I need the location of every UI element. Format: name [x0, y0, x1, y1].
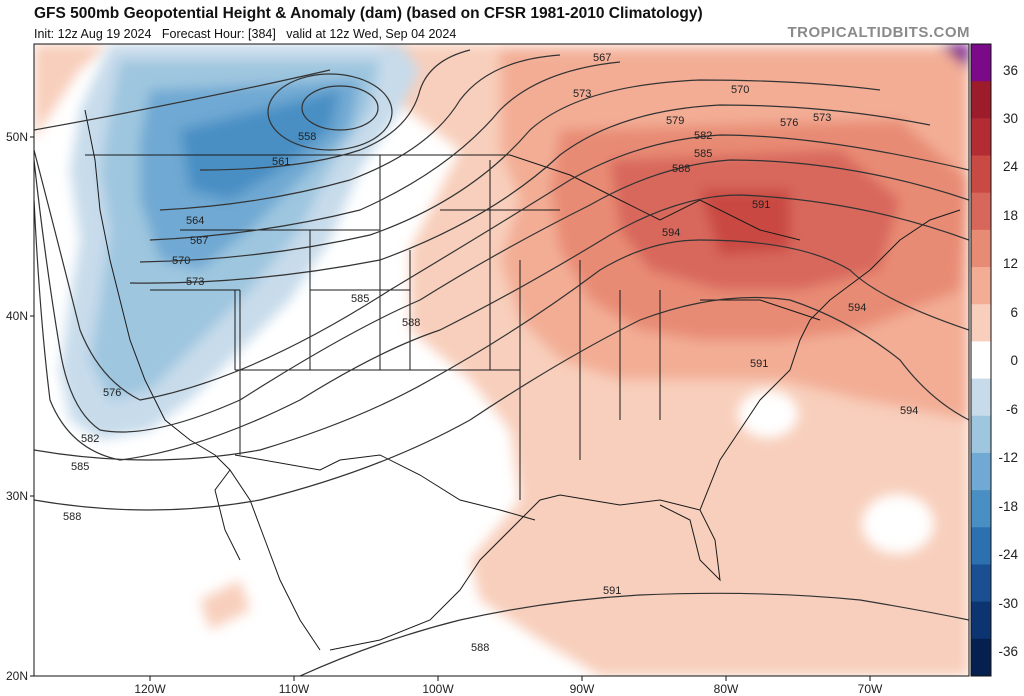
source-brand: TROPICALTIDBITS.COM: [787, 24, 970, 41]
contour-labels: 567 570 573 576 579 582 585 588 591 594 …: [63, 52, 918, 654]
colorbar-label: -6: [1006, 402, 1018, 417]
colorbar-label: 0: [1010, 353, 1018, 368]
colorbar-swatch: [971, 304, 991, 342]
init-time: Init: 12z Aug 19 2024: [34, 27, 152, 41]
contour-label: 594: [900, 405, 918, 417]
lon-label: 120W: [134, 682, 166, 696]
colorbar-swatch: [971, 378, 991, 417]
lon-label: 70W: [858, 682, 883, 696]
colorbar-label: -18: [998, 499, 1018, 514]
colorbar-swatch: [971, 527, 991, 565]
contour-label: 588: [402, 317, 420, 329]
contour-label: 564: [186, 215, 204, 227]
contour-label: 561: [272, 156, 290, 168]
lat-label: 40N: [6, 309, 28, 323]
colorbar-label: 12: [1003, 256, 1018, 271]
colorbar-label: -24: [998, 547, 1018, 562]
contour-label: 576: [103, 387, 121, 399]
contour-label: 573: [813, 112, 831, 124]
latitude-axis: 50N 40N 30N 20N: [6, 130, 34, 683]
contour-label: 591: [603, 585, 621, 597]
contour-label: 588: [672, 163, 690, 175]
contour-label: 576: [780, 117, 798, 129]
colorbar-swatch: [971, 601, 991, 640]
map-title: GFS 500mb Geopotential Height & Anomaly …: [34, 5, 703, 22]
lon-label: 90W: [570, 682, 595, 696]
lat-label: 20N: [6, 669, 28, 683]
colorbar-label: -30: [998, 596, 1018, 611]
contour-label: 582: [694, 130, 712, 142]
colorbar-label: 36: [1003, 63, 1018, 78]
colorbar-label: -12: [998, 450, 1018, 465]
colorbar-swatch: [971, 267, 991, 305]
contour-label: 585: [71, 461, 89, 473]
forecast-hour: Forecast Hour: [384]: [161, 27, 276, 41]
contour-label: 591: [752, 199, 770, 211]
colorbar-label: 18: [1003, 208, 1018, 223]
contour-label: 582: [81, 433, 99, 445]
lon-label: 100W: [422, 682, 454, 696]
anomaly-colorbar: [970, 43, 992, 677]
contour-label: 585: [351, 293, 369, 305]
colorbar-swatch: [971, 452, 991, 491]
contour-label: 588: [471, 642, 489, 654]
colorbar-label: 30: [1003, 111, 1018, 126]
neutral-areas: [738, 390, 934, 554]
contour-label: 558: [298, 131, 316, 143]
colorbar-swatch: [971, 155, 991, 194]
political-borders: [85, 154, 821, 521]
colorbar-swatch: [971, 192, 991, 231]
colorbar-label: -36: [998, 644, 1018, 659]
height-contours: [34, 49, 969, 676]
colorbar-frame: [970, 43, 992, 677]
lat-label: 50N: [6, 130, 28, 144]
contour-label: 594: [848, 302, 866, 314]
colorbar-swatch: [971, 415, 991, 454]
map-frame: [33, 43, 970, 677]
lon-label: 80W: [714, 682, 739, 696]
contour-label: 567: [190, 235, 208, 247]
lon-label: 110W: [279, 682, 310, 696]
contour-label: 567: [593, 52, 611, 64]
contour-label: 570: [172, 255, 190, 267]
contour-label: 585: [694, 148, 712, 160]
colorbar-swatch: [971, 490, 991, 528]
coastlines: [84, 109, 961, 651]
contour-label: 594: [662, 227, 680, 239]
colorbar-swatch: [971, 81, 991, 119]
contour-label: 573: [186, 276, 204, 288]
contour-label: 570: [731, 84, 749, 96]
contour-label: 591: [750, 358, 768, 370]
contour-label: 573: [573, 88, 591, 100]
valid-time: valid at 12z Wed, Sep 04 2024: [286, 27, 457, 41]
colorbar-label: 24: [1003, 159, 1019, 174]
colorbar-swatch: [971, 341, 991, 380]
colorbar-swatch: [971, 44, 991, 82]
map-subtitle: Init: 12z Aug 19 2024 Forecast Hour: [38…: [34, 27, 456, 41]
colorbar-label: 6: [1010, 305, 1018, 320]
lat-label: 30N: [6, 489, 28, 503]
map-panel: 567 570 573 576 579 582 585 588 591 594 …: [34, 44, 969, 676]
longitude-axis: 120W 110W 100W 90W 80W 70W: [134, 676, 883, 696]
colorbar-swatch: [971, 638, 991, 677]
colorbar-swatch: [971, 118, 991, 157]
colorbar-swatch: [971, 564, 991, 603]
contour-label: 588: [63, 511, 81, 523]
colorbar-labels: 36 30 24 18 12 6 0 -6 -12 -18 -24 -30 -3…: [998, 63, 1018, 659]
colorbar-swatch: [971, 229, 991, 268]
contour-label: 579: [666, 115, 684, 127]
